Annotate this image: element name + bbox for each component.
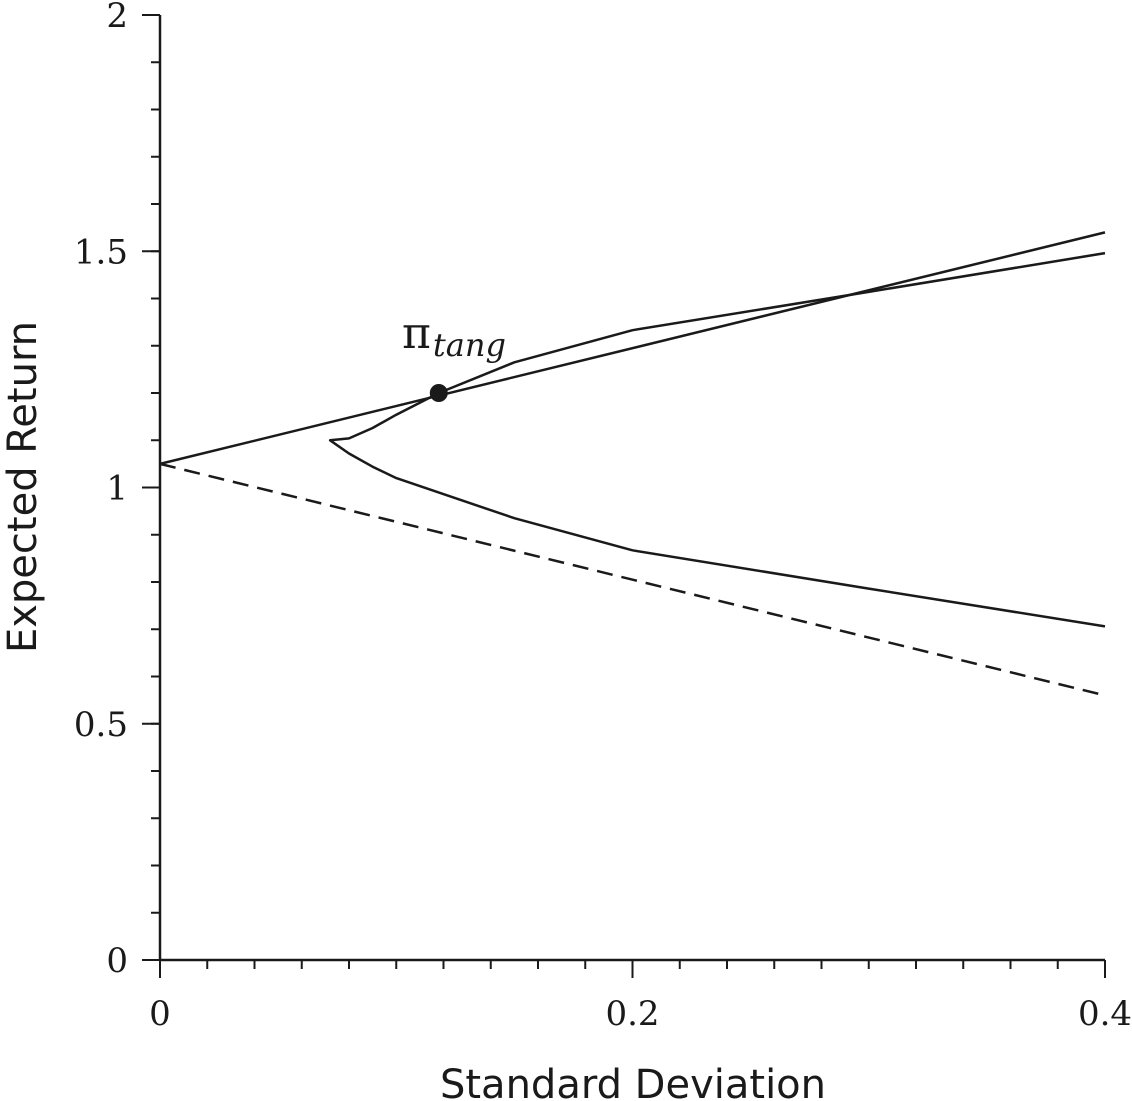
lower-line-line: [159, 462, 1106, 697]
x-axis-title: Standard Deviation: [440, 1062, 826, 1101]
series-group: [159, 231, 1106, 697]
tangency-label-subscript: tang: [433, 326, 506, 364]
y-tick-label: 1: [106, 469, 128, 509]
y-tick-label: 1.5: [74, 232, 128, 272]
y-axis-title: Expected Return: [0, 321, 46, 653]
x-tick-label: 0: [149, 994, 171, 1034]
y-tick-label: 0: [106, 941, 128, 981]
tangency-point: [429, 384, 448, 402]
capital-market-line-line: [159, 231, 1106, 466]
y-tick-label: 0.5: [74, 705, 128, 745]
tangency-label: πtang: [402, 308, 506, 364]
x-tick-label: 0.4: [1078, 994, 1132, 1034]
annotation-group: πtang: [402, 308, 506, 402]
efficient-frontier-hyperbola-line: [328, 251, 1106, 628]
y-tick-label: 2: [106, 0, 128, 36]
x-tick-label: 0.2: [605, 994, 659, 1034]
axes-group: 0 0.2 0.4 0 0.5 1 1.5 2: [74, 0, 1132, 1034]
